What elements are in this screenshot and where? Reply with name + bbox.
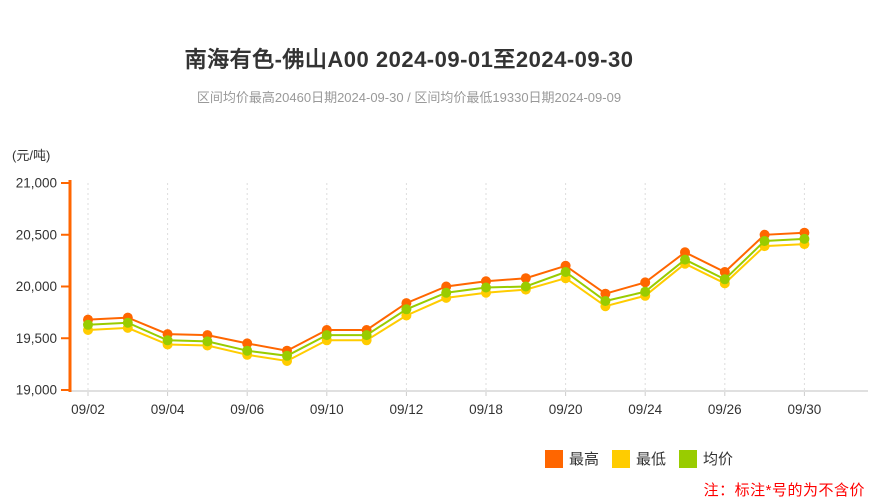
data-point-avg [640, 286, 651, 297]
data-point-avg [481, 282, 491, 293]
data-point-avg [83, 319, 93, 330]
data-point-high [680, 247, 690, 258]
data-point-high [242, 338, 253, 349]
y-tick-label: 21,000 [16, 176, 57, 191]
data-point-avg [162, 335, 173, 346]
data-point-avg [361, 330, 372, 341]
x-tick-label: 09/10 [310, 402, 344, 417]
legend-label-high: 最高 [569, 451, 600, 468]
x-tick-label: 09/26 [708, 402, 742, 417]
data-point-avg [600, 296, 611, 306]
y-tick-label: 19,500 [16, 331, 57, 346]
x-tick-label: 09/30 [788, 402, 822, 417]
data-point-avg [719, 274, 730, 285]
data-point-avg [401, 304, 412, 315]
data-point-avg [759, 236, 770, 246]
x-tick-label: 09/06 [230, 402, 264, 417]
x-tick-label: 09/12 [390, 402, 424, 417]
data-point-avg [520, 281, 531, 292]
footnote: 注：标注*号的为不含价 [703, 482, 865, 499]
x-tick-label: 09/20 [549, 402, 583, 417]
legend-swatch-low [612, 449, 631, 468]
data-point-avg [441, 287, 452, 298]
chart-subtitle: 区间均价最高20460日期2024-09-30 / 区间均价最低19330日期2… [196, 90, 622, 105]
x-tick-label: 09/04 [151, 402, 185, 417]
chart-title: 南海有色-佛山A00 2024-09-01至2024-09-30 [184, 47, 634, 72]
data-point-high [719, 267, 730, 277]
legend-label-low: 最低 [636, 451, 667, 468]
legend-swatch-avg [679, 449, 698, 468]
legend-label-avg: 均价 [703, 451, 734, 468]
data-point-avg [321, 330, 332, 341]
data-point-avg [560, 267, 571, 277]
legend-item-high[interactable]: 最高 [545, 448, 599, 469]
data-point-avg [799, 233, 810, 244]
y-tick-label: 19,000 [16, 383, 57, 398]
data-point-avg [202, 336, 213, 347]
data-point-high [600, 288, 611, 299]
data-point-high [520, 273, 531, 284]
data-point-avg [242, 345, 253, 356]
data-point-avg [122, 317, 133, 328]
y-tick-label: 20,000 [16, 279, 57, 294]
chart-legend: 最高 最低 均价 [545, 448, 733, 469]
x-tick-label: 09/18 [469, 402, 503, 417]
data-point-high [640, 277, 651, 288]
y-tick-label: 20,500 [16, 227, 57, 242]
data-point-avg [282, 350, 292, 361]
data-point-avg [680, 254, 690, 265]
x-tick-label: 09/02 [71, 402, 105, 417]
legend-item-low[interactable]: 最低 [612, 448, 666, 469]
y-axis-unit-label: (元/吨) [12, 148, 51, 163]
legend-swatch-high [545, 449, 563, 468]
x-tick-label: 09/24 [628, 402, 662, 417]
legend-item-avg[interactable]: 均价 [679, 448, 733, 469]
